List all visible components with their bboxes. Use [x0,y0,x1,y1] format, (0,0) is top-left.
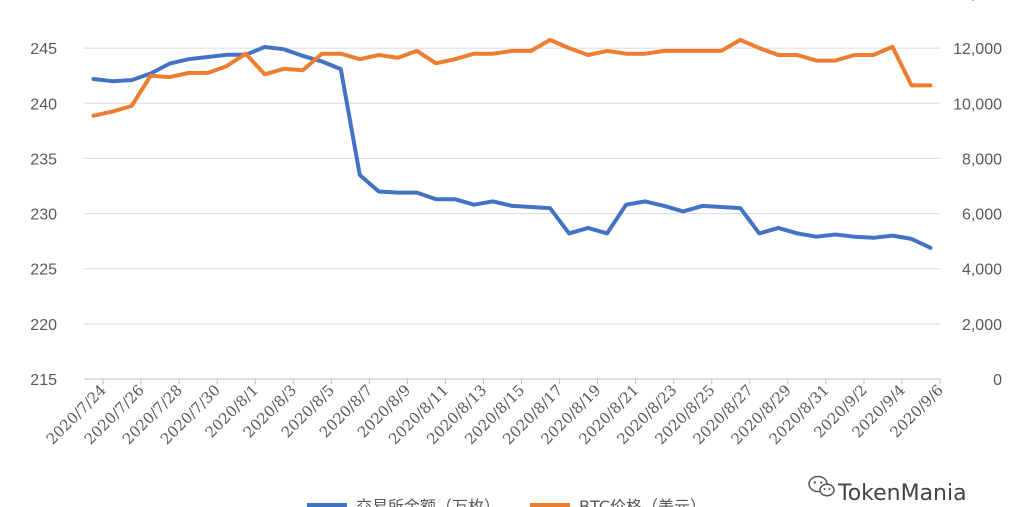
y-left-tick-label: 215 [30,372,57,389]
y-left-tick-label: 225 [30,262,57,279]
y-left-tick-label: 230 [30,207,57,224]
y-right-tick-label: 4,000 [962,262,1002,279]
y-right-tick-label: 2,000 [962,317,1002,334]
right-axis-tick-labels: 0 2,000 4,000 6,000 8,000 10,000 12,000 14,000 [953,0,1002,389]
series-layer [91,37,933,250]
series-line-btc-price [91,37,933,118]
y-left-tick-label: 220 [30,317,57,334]
y-left-tick-label: 245 [30,41,57,58]
x-axis: 2020/7/242020/7/262020/7/282020/7/302020… [43,378,947,448]
legend: 交易所余额（万枚） BTC价格（美元） [307,497,706,507]
y-left-tick-label: 235 [30,151,57,168]
legend-label-exchange-balance: 交易所余额（万枚） [356,497,500,507]
wechat-icon [808,475,835,497]
left-axis-tick-labels: 215 220 225 230 235 240 245 250 [30,0,57,389]
y-left-tick-label: 250 [30,0,57,3]
series-line-exchange-balance [91,45,933,250]
y-left-tick-label: 240 [30,96,57,113]
y-right-tick-label: 0 [993,372,1002,389]
watermark-text: TokenMania [837,481,967,506]
y-right-tick-label: 6,000 [962,207,1002,224]
y-right-tick-label: 8,000 [962,151,1002,168]
legend-label-btc-price: BTC价格（美元） [579,497,706,507]
gridlines [84,47,940,325]
y-right-tick-label: 12,000 [953,41,1002,58]
watermark: TokenMania [808,475,967,506]
y-right-tick-label: 14,000 [953,0,1002,3]
y-right-tick-label: 10,000 [953,96,1002,113]
